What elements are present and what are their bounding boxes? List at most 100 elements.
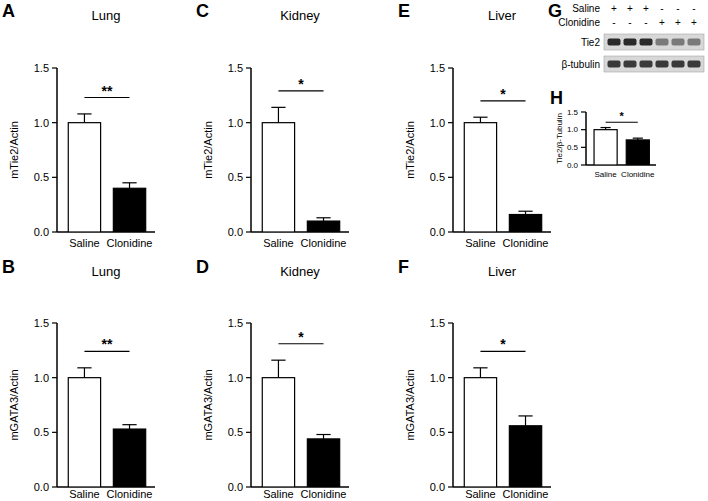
bar	[509, 215, 541, 232]
bar	[464, 378, 496, 487]
panel: BLungmGATA3/Actin0.00.51.01.5SalineCloni…	[2, 257, 155, 500]
y-tick	[52, 177, 57, 178]
marks	[594, 128, 649, 165]
error-cap	[77, 367, 91, 368]
blot-band-image	[688, 60, 701, 67]
y-axis-line	[250, 323, 252, 487]
y-tick-label: 1.5	[567, 108, 579, 117]
y-tick	[448, 322, 453, 323]
blot-band-image	[688, 38, 701, 45]
panel-label: D	[196, 257, 209, 277]
y-axis-line	[585, 112, 587, 165]
error-bar	[480, 117, 481, 122]
panel: DKidneymGATA3/Actin0.00.51.01.5SalineClo…	[196, 257, 349, 500]
blot-band-image	[672, 38, 685, 45]
condition-sign: +	[675, 17, 681, 28]
y-tick-label: 1.5	[34, 62, 49, 74]
blot-panel: GSaline+++---Clonidine---+++Tie2β-tubuli…	[548, 1, 704, 72]
y-tick-label: 0.0	[34, 226, 49, 238]
y-tick-label: 0.5	[34, 171, 49, 183]
y-axis-label: mGATA3/Actin	[8, 369, 20, 440]
panel-label: C	[196, 1, 209, 21]
y-tick	[581, 129, 586, 130]
blot-band-image	[640, 38, 653, 45]
significance-label: *	[500, 336, 506, 352]
blot-band-image	[608, 38, 621, 45]
y-tick	[246, 432, 251, 433]
y-tick	[52, 67, 57, 68]
y-axis-line	[452, 68, 454, 232]
error-bar	[129, 183, 130, 188]
band-label: Tie2	[581, 37, 601, 48]
marks	[262, 360, 339, 487]
chart-title: Kidney	[280, 264, 320, 279]
y-axis-label: mTie2/Actin	[404, 121, 416, 179]
error-cap	[122, 424, 136, 425]
error-bar	[323, 435, 324, 439]
x-tick-label: Saline	[263, 488, 294, 500]
y-axis-label: mTie2/Actin	[202, 121, 214, 179]
condition-label: Clonidine	[558, 17, 600, 28]
error-cap	[518, 211, 532, 212]
blot-band-image	[640, 60, 653, 67]
x-tick-label: Clonidine	[301, 237, 347, 249]
x-tick-label: Clonidine	[107, 488, 153, 500]
y-axis-label: mGATA3/Actin	[202, 369, 214, 440]
y-axis-label: Tie2/β-Tubulin	[555, 113, 564, 164]
y-axis-line	[56, 68, 58, 232]
chart-title: Kidney	[280, 8, 320, 23]
y-axis-line	[56, 323, 58, 487]
y-tick	[448, 231, 453, 232]
error-cap	[271, 107, 285, 108]
y-tick	[52, 122, 57, 123]
marks	[464, 368, 541, 487]
y-tick	[246, 122, 251, 123]
y-tick-label: 1.0	[228, 117, 243, 129]
significance-label: *	[620, 110, 625, 122]
condition-sign: -	[612, 17, 615, 28]
error-cap	[122, 182, 136, 183]
y-tick-label: 0.5	[430, 171, 445, 183]
y-tick	[246, 377, 251, 378]
error-cap	[633, 138, 643, 139]
x-tick-label: Saline	[465, 237, 496, 249]
y-axis-line	[452, 323, 454, 487]
error-bar	[84, 368, 85, 378]
error-cap	[601, 127, 611, 128]
y-tick-label: 1.0	[430, 117, 445, 129]
y-tick-label: 1.5	[430, 62, 445, 74]
error-cap	[316, 434, 330, 435]
error-cap	[77, 113, 91, 114]
marks	[68, 368, 145, 487]
error-cap	[316, 217, 330, 218]
y-axis-label: mTie2/Actin	[8, 121, 20, 179]
y-tick	[448, 377, 453, 378]
y-tick-label: 0.0	[430, 226, 445, 238]
bar	[68, 123, 100, 232]
panel: ALungmTie2/Actin0.00.51.01.5SalineClonid…	[2, 1, 155, 249]
chart-title: Lung	[92, 8, 121, 23]
panel-label: F	[398, 257, 409, 277]
condition-sign: -	[692, 3, 695, 14]
y-tick-label: 1.0	[567, 125, 579, 134]
y-tick-label: 0.5	[567, 143, 579, 152]
marks	[464, 117, 541, 232]
bar	[464, 123, 496, 232]
bar	[626, 140, 649, 165]
y-tick	[246, 177, 251, 178]
marks	[68, 114, 145, 232]
y-tick-label: 1.5	[228, 62, 243, 74]
x-tick-label: Clonidine	[621, 170, 655, 179]
blot-band-image	[672, 60, 685, 67]
x-tick-label: Saline	[263, 237, 294, 249]
y-tick	[52, 377, 57, 378]
y-tick	[52, 486, 57, 487]
y-tick-label: 0.0	[228, 226, 243, 238]
error-bar	[278, 107, 279, 122]
bar	[509, 426, 541, 487]
significance-label: **	[102, 83, 113, 99]
bar	[262, 123, 294, 232]
significance-label: *	[298, 76, 304, 92]
condition-sign: +	[659, 17, 665, 28]
y-tick	[52, 432, 57, 433]
